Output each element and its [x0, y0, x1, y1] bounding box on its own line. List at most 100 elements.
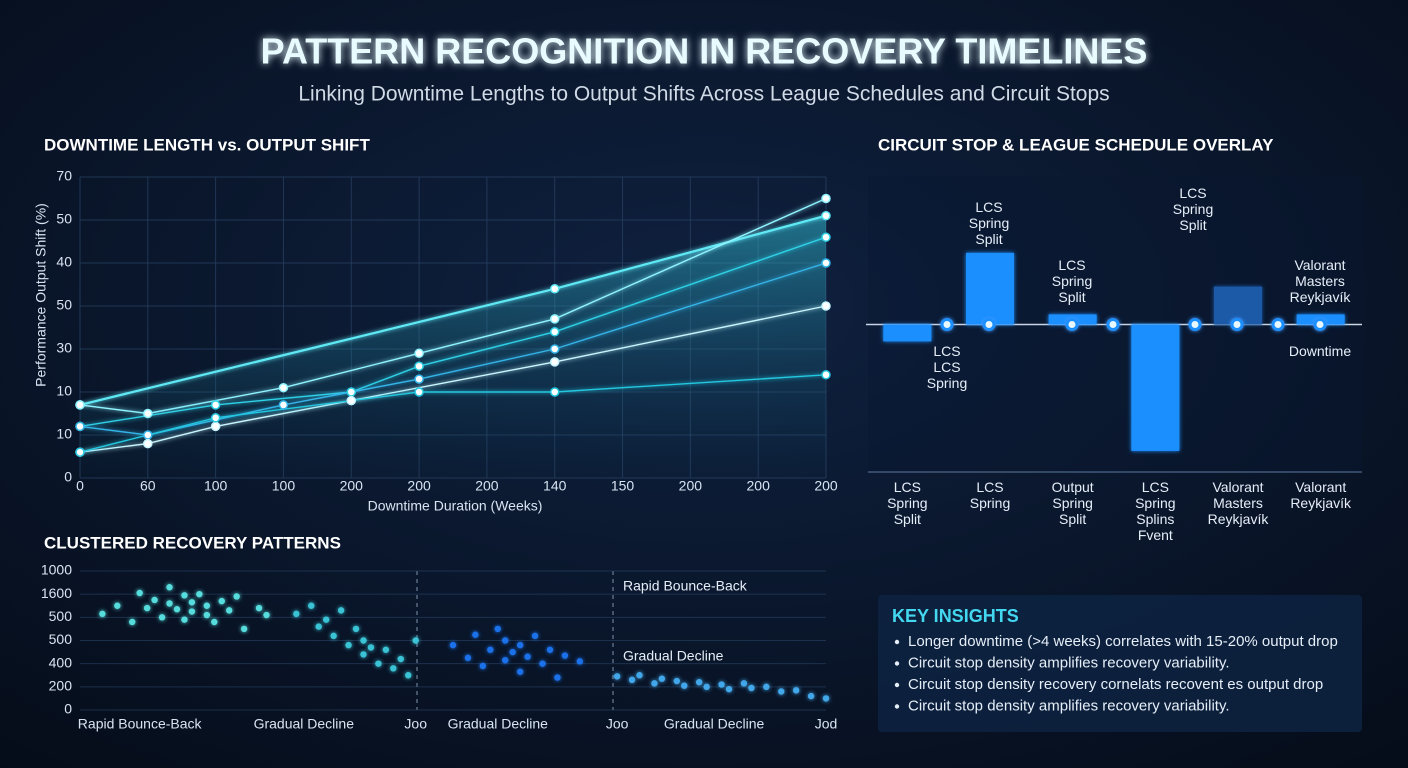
insight-item: Circuit stop density amplifies recovery …	[908, 697, 1230, 714]
y-tick-label: 1600	[41, 585, 72, 601]
annotation-line: Split	[1179, 217, 1206, 233]
point	[255, 604, 263, 612]
line	[79, 197, 827, 415]
point	[173, 606, 181, 613]
y-tick-label: 0	[64, 469, 72, 485]
point	[464, 654, 472, 662]
point	[549, 314, 560, 324]
point	[75, 421, 85, 432]
annotation-line: Spring	[969, 215, 1009, 231]
point	[337, 607, 345, 614]
point	[472, 631, 479, 638]
point	[740, 680, 748, 687]
point	[807, 692, 815, 700]
point	[278, 382, 289, 393]
point	[718, 681, 725, 688]
x-tick-label: LCS Spring	[970, 479, 1010, 511]
x-tick-label: Joo	[404, 716, 427, 732]
point	[233, 593, 240, 600]
annotation: Gradual Decline	[623, 648, 724, 664]
point	[763, 683, 770, 691]
annotation-line: LCS	[1058, 257, 1085, 273]
annotation-line: LCS	[933, 343, 960, 359]
y-tick-label: 400	[49, 654, 73, 670]
chart-title: CIRCUIT STOP & LEAGUE SCHEDULE OVERLAY	[878, 135, 1274, 154]
point	[143, 408, 153, 419]
node-dot	[1065, 318, 1079, 331]
annotation-line: Downtime	[1289, 343, 1351, 359]
point	[821, 193, 831, 204]
point	[360, 651, 367, 658]
point	[658, 675, 666, 682]
point	[549, 387, 560, 397]
x-tick-label: 100	[272, 478, 296, 494]
point	[360, 637, 367, 644]
x-tick-label: 0	[76, 478, 84, 494]
x-tick-label-line: Spring	[970, 495, 1010, 511]
x-tick-label: 200	[340, 478, 364, 494]
point	[188, 599, 196, 606]
point	[330, 632, 337, 640]
annotation-line: Spring	[1173, 201, 1213, 217]
point	[166, 600, 173, 607]
point	[367, 644, 375, 651]
point	[136, 589, 143, 597]
point	[308, 602, 315, 609]
point	[414, 374, 424, 384]
point	[703, 683, 710, 691]
point	[516, 668, 524, 675]
y-tick-label: 10	[56, 383, 72, 399]
page-subtitle: Linking Downtime Lengths to Output Shift…	[298, 83, 1109, 106]
point	[188, 608, 196, 615]
bullet	[894, 682, 900, 688]
point	[673, 677, 680, 685]
x-tick-label: Jod	[815, 716, 838, 732]
point	[524, 653, 531, 660]
point	[263, 611, 270, 619]
x-tick-label-line: Masters	[1213, 495, 1263, 511]
insight-item: Circuit stop density recovery cornelats …	[908, 676, 1323, 693]
line	[79, 305, 827, 453]
point	[210, 400, 221, 410]
annotation-line: LCS	[1179, 185, 1206, 201]
bullet	[894, 639, 900, 645]
y-tick-label: 500	[49, 631, 73, 647]
x-tick-label: LCS Spring Split	[887, 479, 927, 527]
y-tick-label: 50	[56, 211, 72, 227]
x-tick-label-line: Splins	[1136, 511, 1174, 527]
node-dot	[1106, 318, 1120, 331]
x-tick-label-line: Fvent	[1138, 527, 1173, 543]
annotation-line: Reykjavík	[1290, 289, 1352, 305]
point	[792, 687, 800, 694]
y-tick-label: 1000	[41, 562, 72, 578]
point	[203, 602, 211, 609]
point	[99, 610, 106, 618]
y-axis-label: Performance Output Shift (%)	[33, 203, 49, 387]
point	[390, 665, 397, 672]
x-tick-label: Valorant Reykjavík	[1290, 479, 1352, 511]
point	[821, 301, 831, 311]
node-dot	[982, 318, 996, 331]
point	[479, 662, 487, 670]
x-tick-label-line: Reykjavík	[1290, 495, 1352, 511]
annotation: Valorant Masters Reykjavík	[1290, 257, 1352, 305]
point	[725, 685, 733, 693]
y-tick-label: 0	[64, 701, 72, 717]
x-tick-label-line: Valorant	[1212, 479, 1263, 495]
point	[628, 676, 636, 684]
line	[79, 236, 827, 428]
point	[346, 387, 357, 397]
point	[576, 658, 584, 665]
x-tick-label: 100	[204, 478, 228, 494]
point	[203, 611, 211, 619]
point	[613, 673, 621, 680]
point	[211, 618, 218, 626]
point	[226, 607, 233, 614]
y-tick-label: 70	[56, 168, 72, 184]
point	[821, 210, 831, 221]
x-tick-label-line: LCS	[894, 479, 921, 495]
point	[822, 695, 830, 702]
point	[346, 395, 357, 406]
insight-item: Longer downtime (>4 weeks) correlates wi…	[908, 633, 1338, 650]
annotation-line: Split	[975, 231, 1002, 247]
